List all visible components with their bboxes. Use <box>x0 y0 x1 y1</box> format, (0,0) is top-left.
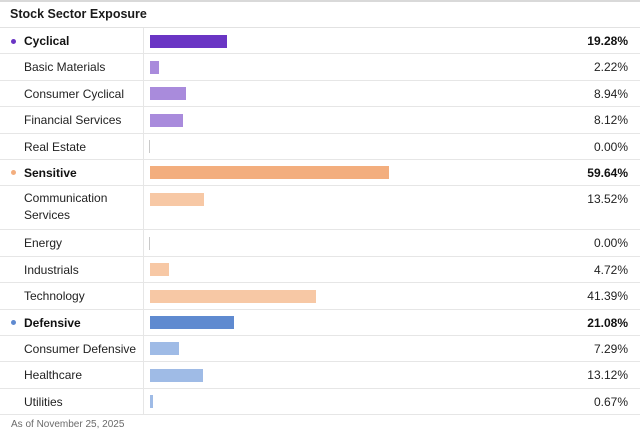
sector-label: Communication Services <box>24 191 108 223</box>
sector-bar-consumer-cyclical <box>150 87 186 101</box>
sector-row-consumer-defensive: Consumer Defensive 7.29% <box>0 335 640 363</box>
legend-dot-sensitive <box>11 170 16 176</box>
legend-dot-cyclical <box>11 38 16 44</box>
sector-bar-consumer-defensive <box>150 342 180 356</box>
sector-bar-industrials <box>150 263 169 277</box>
sector-value: 13.12% <box>587 368 628 383</box>
column-separator <box>143 80 144 107</box>
as-of-date: As of November 25, 2025 <box>11 419 125 430</box>
column-separator <box>143 230 144 256</box>
sector-row-industrials: Industrials 4.72% <box>0 256 640 284</box>
group-label: Sensitive <box>24 165 77 180</box>
sector-label: Utilities <box>24 394 63 409</box>
sector-bar-financial-services <box>150 113 183 127</box>
column-separator <box>143 28 144 54</box>
sector-row-healthcare: Healthcare 13.12% <box>0 362 640 389</box>
sector-group-row-cyclical: Cyclical 19.28% <box>0 28 640 55</box>
sector-value: 0.67% <box>593 394 628 409</box>
sector-label: Industrials <box>24 262 79 277</box>
sector-row-basic-materials: Basic Materials 2.22% <box>0 54 640 81</box>
sector-row-consumer-cyclical: Consumer Cyclical 8.94% <box>0 80 640 108</box>
sector-label: Financial Services <box>24 113 122 128</box>
legend-dot-defensive <box>11 320 16 326</box>
column-separator <box>143 107 144 133</box>
group-value: 59.64% <box>587 165 628 180</box>
sector-row-financial-services: Financial Services 8.12% <box>0 107 640 134</box>
sector-row-energy: Energy 0.00% <box>0 230 640 257</box>
sector-label: Consumer Defensive <box>24 341 137 356</box>
column-separator <box>143 186 144 230</box>
sector-bar-utilities <box>150 395 153 409</box>
sector-bar-communication-services <box>150 192 205 206</box>
sector-group-row-sensitive: Sensitive 59.64% <box>0 159 640 187</box>
column-separator <box>143 335 144 362</box>
column-separator <box>143 159 144 186</box>
sector-row-communication-services: Communication Services 13.52% <box>0 186 640 231</box>
sector-label: Energy <box>24 236 63 251</box>
sector-bar-technology <box>150 289 316 303</box>
sector-value: 0.00% <box>593 236 628 251</box>
sector-row-real-estate: Real Estate 0.00% <box>0 133 640 160</box>
zero-bar-real-estate <box>149 140 150 154</box>
column-separator <box>143 133 144 159</box>
group-label: Cyclical <box>24 34 70 48</box>
column-separator <box>143 256 144 283</box>
column-separator <box>143 283 144 309</box>
sector-exposure-chart: Cyclical 19.28% Basic Materials 2.22% Consum… <box>0 28 640 416</box>
sector-row-utilities: Utilities 0.67% <box>0 388 640 416</box>
sector-value: 41.39% <box>587 289 628 304</box>
top-divider <box>0 0 640 2</box>
column-separator <box>143 54 144 80</box>
column-separator <box>143 388 144 415</box>
group-bar-sensitive <box>150 166 389 180</box>
sector-row-technology: Technology 41.39% <box>0 283 640 310</box>
sector-label: Real Estate <box>24 139 87 154</box>
sector-value: 13.52% <box>587 192 628 207</box>
group-label: Defensive <box>24 315 81 330</box>
header-divider <box>0 27 640 28</box>
group-bar-cyclical <box>150 34 228 48</box>
zero-bar-energy <box>149 236 150 250</box>
column-separator <box>143 362 144 388</box>
sector-group-row-defensive: Defensive 21.08% <box>0 309 640 336</box>
group-bar-defensive <box>150 316 235 330</box>
sector-value: 4.72% <box>593 262 628 277</box>
sector-label: Basic Materials <box>24 60 106 75</box>
sector-label: Healthcare <box>24 368 83 383</box>
sector-value: 8.94% <box>593 86 628 101</box>
sector-value: 8.12% <box>593 113 628 128</box>
sector-value: 7.29% <box>593 341 628 356</box>
sector-bar-healthcare <box>150 368 203 382</box>
column-separator <box>143 309 144 335</box>
group-value: 19.28% <box>587 34 628 48</box>
sector-value: 2.22% <box>593 60 628 75</box>
chart-title: Stock Sector Exposure <box>10 7 147 21</box>
sector-label: Consumer Cyclical <box>24 86 125 101</box>
sector-label: Technology <box>24 289 85 304</box>
group-value: 21.08% <box>587 315 628 330</box>
sector-value: 0.00% <box>593 139 628 154</box>
sector-bar-basic-materials <box>150 60 159 74</box>
